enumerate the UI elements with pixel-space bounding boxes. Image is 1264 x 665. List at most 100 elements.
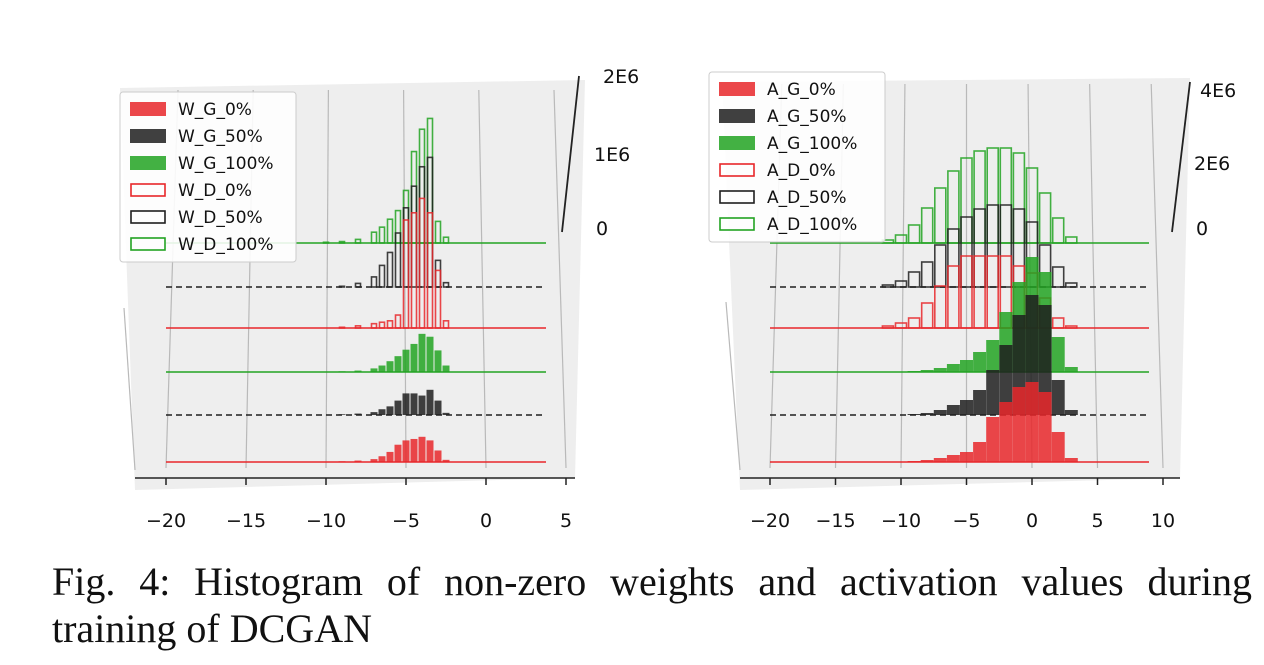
histogram-bar — [394, 356, 402, 372]
histogram-bar — [920, 261, 934, 288]
legend-swatch — [719, 163, 755, 177]
histogram-bar — [370, 459, 378, 462]
histogram-bar — [1065, 325, 1078, 329]
histogram-bar — [426, 389, 434, 415]
histogram-bar — [410, 212, 418, 329]
x-tick-label: 5 — [1091, 510, 1103, 532]
histogram-bar — [986, 255, 1000, 329]
legend-label: W_D_100% — [178, 235, 274, 255]
histogram-bar — [907, 317, 921, 329]
histogram-bar — [370, 412, 378, 415]
legend-label: A_G_50% — [767, 107, 847, 127]
grid-line-x — [325, 89, 329, 469]
histogram-bar — [410, 343, 418, 372]
histogram-bar — [378, 456, 386, 462]
histogram-bar — [946, 455, 960, 462]
histogram-bar — [322, 241, 330, 244]
x-tick-label: −5 — [952, 510, 980, 532]
legend-swatch — [719, 190, 755, 204]
histogram-bar — [1038, 392, 1052, 462]
x-tick-label: 0 — [1026, 510, 1038, 532]
histogram-bar — [378, 409, 386, 415]
histogram-bar — [1051, 432, 1065, 462]
histogram-bar — [907, 224, 921, 244]
grid-line-depth — [725, 301, 741, 471]
z-tick-label: 2E6 — [1194, 153, 1230, 175]
histogram-bar — [920, 370, 934, 372]
histogram-bar — [386, 451, 394, 462]
legend-label: W_G_50% — [178, 127, 263, 147]
histogram-bar — [442, 236, 450, 244]
histogram-bar — [960, 157, 973, 244]
histogram-bar — [394, 232, 402, 288]
histogram-bar — [394, 209, 402, 244]
histogram-bar — [434, 450, 442, 462]
histogram-bar — [1012, 152, 1026, 244]
histogram-bar — [986, 147, 1000, 244]
z-tick-label: 1E6 — [594, 144, 630, 166]
histogram-bar — [378, 264, 386, 288]
histogram-bar — [973, 208, 986, 288]
series-W_G_100% — [166, 333, 546, 373]
histogram-bar — [907, 371, 921, 372]
x-tick-label: −10 — [306, 510, 346, 532]
histogram-bar — [394, 400, 402, 415]
x-tick-label: −5 — [392, 510, 420, 532]
legend-label: A_G_100% — [767, 134, 857, 154]
histogram-bar — [920, 302, 934, 329]
grid-line-x — [478, 89, 487, 469]
histogram-bar — [1051, 266, 1065, 288]
legend-label: A_D_0% — [767, 161, 836, 181]
legend-swatch — [130, 129, 166, 143]
histogram-bar — [947, 228, 960, 288]
histogram-bar — [894, 322, 908, 329]
legend-label: A_D_50% — [767, 188, 847, 208]
legend-swatch — [130, 183, 166, 197]
histogram-bar — [1051, 217, 1065, 244]
x-tick-label: −20 — [146, 510, 186, 532]
histogram-bar — [960, 255, 973, 329]
histogram-bar — [394, 444, 402, 462]
histogram-bar — [426, 336, 434, 372]
histogram-bar — [354, 282, 362, 288]
histogram-bar — [986, 417, 1000, 462]
histogram-bar — [933, 458, 947, 462]
histogram-bar — [378, 365, 386, 372]
histogram-bar — [394, 314, 402, 329]
histogram-bar — [1064, 410, 1078, 415]
x-tick-label: 5 — [560, 510, 572, 532]
histogram-bar — [434, 269, 442, 329]
x-tick-label: 0 — [480, 510, 492, 532]
histogram-bar — [1012, 387, 1026, 462]
histogram-bar — [933, 244, 947, 288]
histogram-bar — [894, 234, 908, 244]
histogram-bar — [354, 325, 362, 329]
histogram-bar — [418, 395, 426, 415]
legend-swatch — [130, 102, 166, 116]
z-axis-line — [1171, 81, 1191, 233]
histogram-bar — [410, 393, 418, 415]
histogram-bar — [426, 212, 434, 329]
histogram-bar — [986, 370, 1000, 415]
histogram-bar — [999, 204, 1013, 288]
histogram-bar — [370, 231, 378, 244]
histogram-bar — [378, 226, 386, 244]
histogram-bar — [442, 319, 450, 329]
histogram-bar — [1025, 382, 1039, 462]
histogram-bar — [338, 285, 346, 288]
histogram-bar — [386, 251, 394, 288]
x-tick-label: −15 — [815, 510, 855, 532]
histogram-bar — [402, 440, 410, 462]
x-tick-label: 10 — [1151, 510, 1175, 532]
histogram-bar — [999, 147, 1013, 244]
histogram-bar — [378, 321, 386, 329]
histogram-bar — [418, 436, 426, 462]
histogram-bar — [933, 410, 947, 415]
histogram-bar — [354, 413, 362, 415]
legend-label: W_D_0% — [178, 181, 252, 201]
histogram-bar — [1051, 317, 1065, 329]
legend-label: W_G_100% — [178, 154, 274, 174]
histogram-bar — [946, 364, 960, 372]
legend-label: W_G_0% — [178, 100, 252, 120]
grid-line-x — [1150, 83, 1164, 469]
